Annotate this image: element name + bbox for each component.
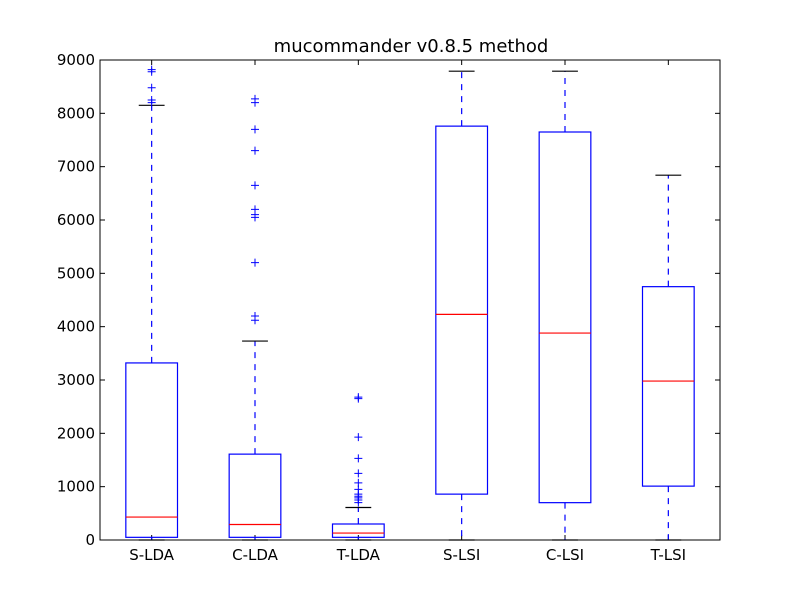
plot-frame xyxy=(99,59,721,541)
box-s-lsi xyxy=(435,125,489,495)
x-tick-label: T-LSI xyxy=(650,546,687,564)
x-tick-label: C-LSI xyxy=(546,546,584,564)
outlier-point xyxy=(354,469,363,478)
outlier-point xyxy=(251,94,259,103)
y-tick-label: 6000 xyxy=(57,211,95,229)
y-tick-label: 8000 xyxy=(57,104,95,122)
outlier-point xyxy=(251,181,259,190)
box-s-lda xyxy=(125,362,179,538)
x-tick-label: T-LDA xyxy=(336,546,381,564)
outlier-point xyxy=(147,83,156,92)
box-t-lsi xyxy=(641,286,695,487)
x-tick-label: C-LDA xyxy=(232,546,279,564)
outlier-point xyxy=(354,433,363,442)
outlier-point xyxy=(251,258,259,267)
y-tick-label: 0 xyxy=(85,531,95,549)
outlier-point xyxy=(147,65,156,74)
y-tick-label: 9000 xyxy=(57,51,95,69)
y-tick-label: 5000 xyxy=(57,264,95,282)
y-tick-label: 4000 xyxy=(57,318,95,336)
box-c-lsi xyxy=(538,131,592,504)
y-tick-label: 3000 xyxy=(57,371,95,389)
x-tick-label: S-LSI xyxy=(443,546,480,564)
outlier-point xyxy=(251,146,259,155)
box-c-lda xyxy=(228,453,282,538)
outlier-point xyxy=(354,393,363,402)
outlier-point xyxy=(354,478,363,487)
outlier-point xyxy=(251,312,259,320)
outlier-point xyxy=(147,96,156,104)
outlier-point xyxy=(251,125,259,134)
y-tick-label: 2000 xyxy=(57,424,95,442)
outlier-point xyxy=(354,454,363,463)
x-tick-label: S-LDA xyxy=(129,546,175,564)
chart-title: mucommander v0.8.5 method xyxy=(274,36,549,57)
box-t-lda xyxy=(331,523,385,538)
y-tick-label: 7000 xyxy=(57,158,95,176)
outlier-point xyxy=(251,205,259,214)
y-tick-label: 1000 xyxy=(57,478,95,496)
